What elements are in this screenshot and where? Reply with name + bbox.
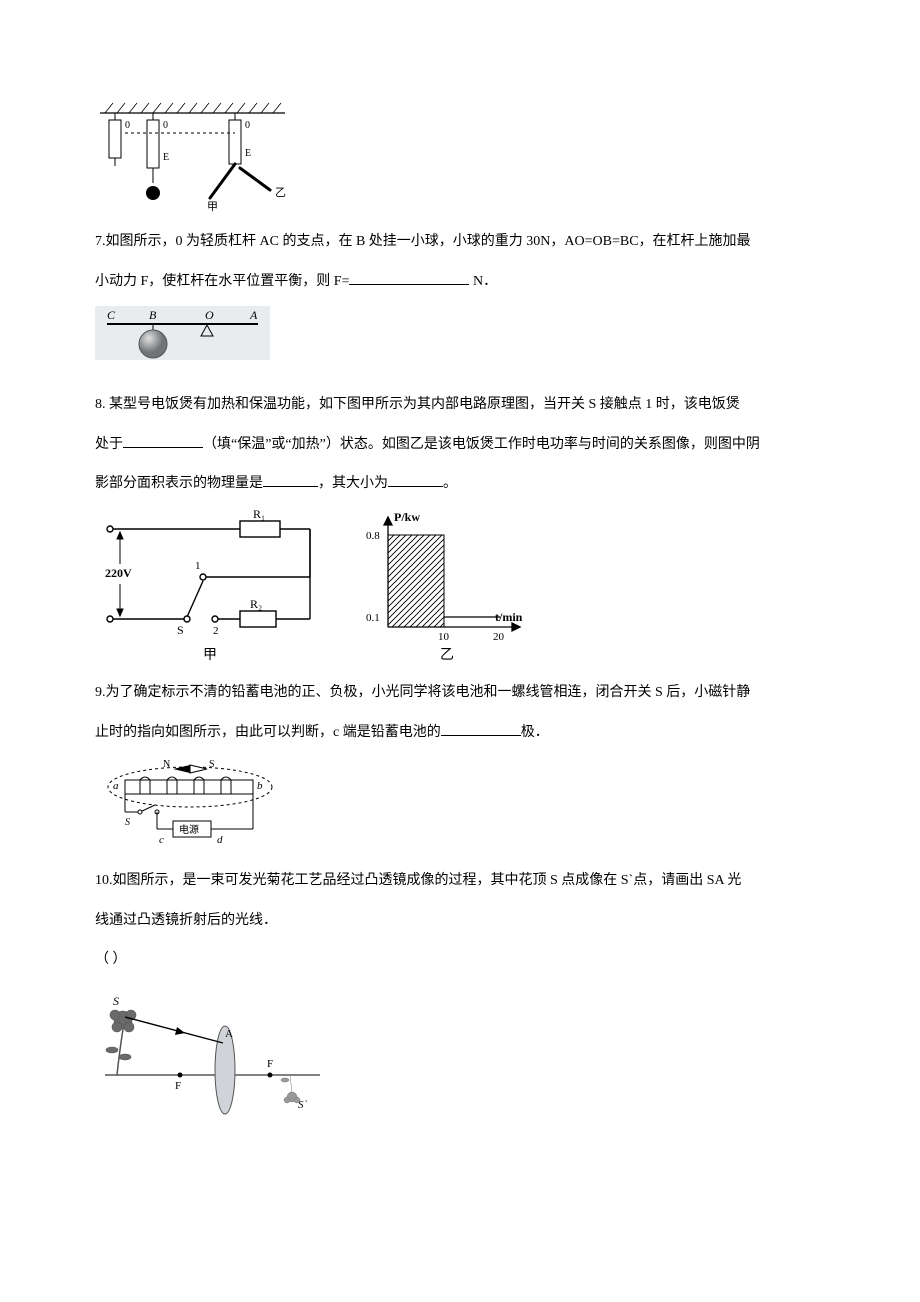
label-c: c	[159, 834, 164, 846]
label-b: b	[257, 780, 263, 792]
label-Sswitch: S	[125, 817, 130, 828]
label-R2: R₂	[250, 597, 262, 611]
q7-line1: 7.如图所示，0 为轻质杠杆 AC 的支点，在 B 处挂一小球，小球的重力 30…	[95, 225, 825, 259]
label-A: A	[249, 308, 258, 322]
label-F2: F	[267, 1058, 273, 1070]
xlabel: t/min	[495, 610, 523, 624]
label-B: B	[149, 308, 157, 322]
caption-jia: 甲	[203, 648, 217, 663]
q7-text-b: 小动力 F，使杠杆在水平位置平衡，则 F=	[95, 274, 349, 289]
label-S: S	[113, 994, 119, 1008]
q8-blank-1[interactable]	[123, 433, 203, 448]
label-A: A	[225, 1028, 233, 1040]
ytick-0.1: 0.1	[366, 612, 380, 624]
label-E1: E	[163, 152, 169, 163]
label-one: 1	[195, 560, 201, 572]
label-src: 电源	[179, 823, 199, 836]
q8-line1: 8. 某型号电饭煲有加热和保温功能，如下图甲所示为其内部电路原理图，当开关 S …	[95, 388, 825, 422]
xtick-10: 10	[438, 631, 450, 643]
q8-blank-3[interactable]	[388, 472, 443, 487]
q7-blank-F[interactable]	[349, 270, 469, 285]
q8-text-e: ，其大小为	[318, 476, 388, 491]
compass-S: S	[209, 759, 215, 770]
q8-text-b: 处于	[95, 437, 123, 452]
q10-paren: （ ）	[95, 943, 825, 977]
q9-text-b: 止时的指向如图所示，由此可以判断，c 端是铅蓄电池的	[95, 725, 441, 740]
q6-figure: 0 0 E 0 E 甲 乙	[95, 98, 825, 213]
q9-blank[interactable]	[441, 721, 521, 736]
compass-N: N	[163, 759, 170, 770]
q7-figure: C B O A	[95, 306, 825, 376]
q8-text-f: 。	[443, 476, 457, 491]
label-C: C	[107, 308, 116, 322]
q8-blank-2[interactable]	[263, 472, 318, 487]
label-F1: F	[175, 1080, 181, 1092]
label-S: S	[177, 623, 184, 637]
label-O2: 0	[163, 120, 168, 131]
xtick-20: 20	[493, 631, 505, 643]
q8-figures: 220V R₁ R₂ 1 2 S 甲 0.8 0.1 10 20 P/kw t/…	[95, 509, 825, 664]
q8-text-c: （填“保温”或“加热”）状态。如图乙是该电饭煲工作时电功率与时间的关系图像，则图…	[203, 437, 760, 452]
label-O3: 0	[245, 120, 250, 131]
label-O: O	[205, 308, 214, 322]
label-O1: 0	[125, 120, 130, 131]
label-S2: S`	[298, 1099, 308, 1111]
q9-line1: 9.为了确定标示不清的铅蓄电池的正、负极，小光同学将该电池和一螺线管相连，闭合开…	[95, 676, 825, 710]
q9-figure: N S a b S 电源 c d	[95, 757, 825, 852]
label-Z: 乙	[275, 186, 286, 199]
q9-line2: 止时的指向如图所示，由此可以判断，c 端是铅蓄电池的 极．	[95, 716, 825, 750]
q7-line2: 小动力 F，使杠杆在水平位置平衡，则 F= N．	[95, 265, 825, 299]
q10-figure: F F S A S`	[95, 985, 825, 1125]
q10-line1: 10.如图所示，是一束可发光菊花工艺品经过凸透镜成像的过程，其中花顶 S 点成像…	[95, 864, 825, 898]
caption-yi: 乙	[440, 647, 454, 663]
q8-chart: 0.8 0.1 10 20 P/kw t/min 乙	[360, 509, 535, 664]
q8-line2: 处于 （填“保温”或“加热”）状态。如图乙是该电饭煲工作时电功率与时间的关系图像，…	[95, 428, 825, 462]
label-a: a	[113, 780, 119, 792]
ylabel: P/kw	[394, 510, 420, 524]
q7-unit: N．	[469, 274, 497, 289]
label-d: d	[217, 834, 223, 846]
q8-text-d: 影部分面积表示的物理量是	[95, 476, 263, 491]
label-E2: E	[245, 148, 251, 159]
q10-line2: 线通过凸透镜折射后的光线．	[95, 904, 825, 938]
q9-text-c: 极．	[521, 725, 549, 740]
label-220V: 220V	[105, 566, 132, 580]
label-R1: R₁	[253, 509, 265, 521]
q8-line3: 影部分面积表示的物理量是 ，其大小为 。	[95, 467, 825, 501]
label-jia: 甲	[207, 201, 218, 213]
label-two: 2	[213, 625, 219, 637]
ytick-0.8: 0.8	[366, 530, 380, 542]
